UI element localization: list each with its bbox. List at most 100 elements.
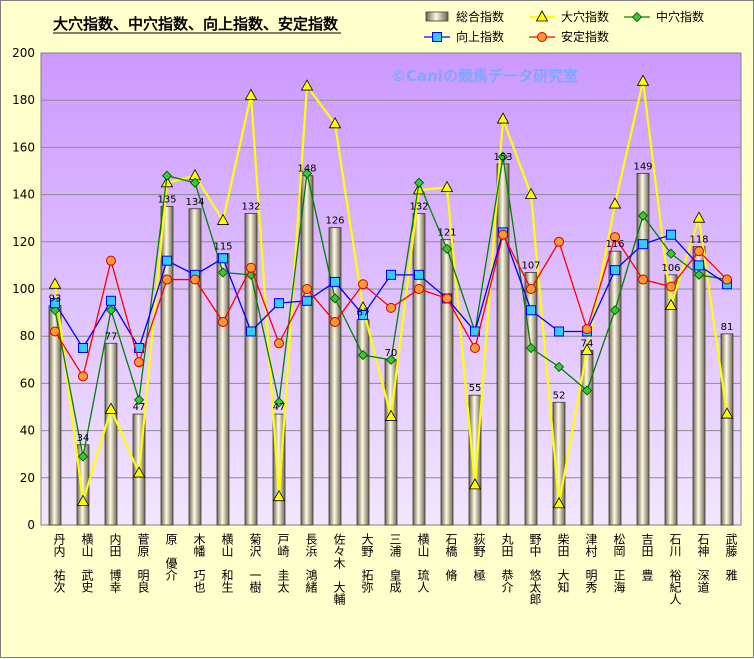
x-tick-label: 菅原 明良 [136,533,150,594]
series-point [581,385,593,396]
series-point [246,262,256,273]
series-point [722,274,732,285]
series-point [106,255,116,266]
series-point [666,229,676,240]
legend-marker [535,10,549,22]
series-point [162,255,172,266]
x-tick-label: 戸崎 圭太 [276,533,290,593]
series-point [358,309,368,320]
series-point [302,284,312,294]
series-point [720,407,734,419]
legend-marker [631,11,643,23]
bar [664,274,678,526]
series-point [414,269,424,280]
bar [104,342,118,526]
series-point [78,371,88,382]
series-point [693,269,705,280]
legend-label: 安定指数 [561,29,609,44]
series-point [552,496,566,509]
series-point [190,274,200,285]
chart-title: 大穴指数、中穴指数、向上指数、安定指数 [53,15,339,33]
series-point [553,361,565,372]
series-point [386,269,396,280]
bar [328,227,342,526]
bar [608,250,622,526]
bar-value-label: 135 [157,194,176,205]
series-point [666,281,676,292]
series-point [274,298,284,309]
series-point [692,211,706,223]
series-point [358,279,368,290]
bar [636,172,650,526]
series-point [329,293,341,304]
bar-value-label: 87 [357,308,370,319]
x-axis: 丹内 祐次 横山 武史 内田 博幸 菅原 明良原 優介 木幡 巧也 横山 和生 菊沢 一樹戸… [52,533,738,606]
x-tick-label: 菊沢 一樹 [248,533,262,593]
series-point [470,343,480,353]
series-point [610,265,620,276]
x-tick-label: 吉田 豊 [640,533,654,581]
bar-value-label: 118 [689,235,708,246]
bar-value-label: 132 [409,201,428,212]
series-point [77,451,89,462]
bar [412,213,426,526]
series-point [162,274,172,285]
x-tick-label: 武藤 雅 [724,533,738,581]
x-tick-label: 丸田 恭介 [500,533,514,593]
bar [524,272,538,526]
x-tick-label: 横山 武史 [80,533,94,593]
series-point [218,253,228,264]
series-point [300,79,314,91]
bar-value-label: 106 [661,263,680,274]
series-point [638,239,648,250]
data-labels: 93 34 77 47 135 134 115 132 47 148 126 87 70 132 121 55… [49,152,734,444]
series-point [554,326,564,337]
x-tick-label: 長浜 鴻緒 [304,533,318,593]
bar-value-label: 52 [553,390,566,401]
lines [48,74,734,509]
bar-value-label: 70 [385,348,398,359]
legend-label: 総合指数 [456,9,504,24]
y-tick-label: 100 [12,282,35,296]
series-point [496,112,510,124]
series-point [48,277,62,289]
series-point [636,74,650,86]
bar-value-label: 134 [185,197,204,208]
series-point [608,197,622,209]
x-tick-label: 津村 明秀 [584,533,598,593]
series-point [328,116,342,129]
bar-value-label: 121 [437,227,456,238]
series-point [468,478,482,490]
series-point [637,210,649,221]
y-tick-label: 60 [20,376,35,390]
series-point [76,494,90,506]
series-point [609,305,621,316]
bar [468,394,482,526]
series-point [330,317,340,328]
x-tick-label: 横山 和生 [220,533,234,593]
legend-marker [537,32,547,42]
series-point [610,232,620,243]
x-tick-label: 丹内 祐次 [52,533,66,594]
bar-value-label: 116 [605,239,624,250]
series-point [694,260,704,271]
legend-marker [432,32,442,42]
bar [692,246,706,526]
x-tick-label: 横山 琉人 [416,533,430,593]
series-point [638,274,648,285]
series-point [498,229,508,240]
series-point [301,168,313,179]
series-point [441,243,453,254]
x-tick-label: 原 優介 [164,533,178,581]
watermark: ©Caniの競馬データ研究室 [391,67,578,85]
bar-value-label: 149 [633,161,652,172]
series-point [274,338,284,349]
x-tick-label: 大野 拓弥 [360,533,374,593]
bar-value-label: 115 [213,242,232,253]
series-point [161,170,173,181]
y-tick-label: 120 [12,235,35,249]
bar-value-label: 77 [105,331,118,342]
series-point [272,489,286,502]
x-tick-label: 松岡 正海 [612,533,626,593]
